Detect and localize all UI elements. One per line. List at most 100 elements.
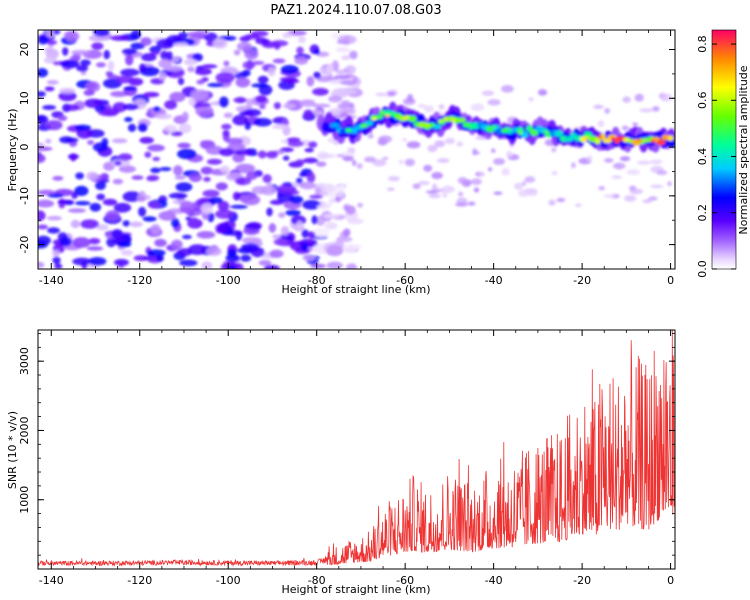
spectrogram-halo-blob [506, 150, 513, 158]
spectrogram-halo-blob [501, 167, 510, 176]
spectrogram-noise-blob [215, 72, 235, 84]
spectrogram-noise-blob [74, 124, 92, 131]
spectrogram-noise-blob [306, 172, 316, 184]
spectrogram-ridge-core [364, 120, 374, 126]
spectrogram-noise-blob [139, 63, 147, 73]
spectrogram-noise-blob [38, 261, 45, 268]
spectrogram-noise-blob [71, 49, 90, 56]
spectrogram-hotspot [424, 123, 430, 127]
spectrogram-noise-blob [124, 116, 133, 123]
spectrogram-noise-blob [192, 53, 203, 62]
spectrogram-noise-blob [185, 216, 192, 221]
spectrogram-noise-blob [146, 174, 160, 182]
spectrogram-halo-blob [339, 112, 349, 118]
spectrogram-noise-blob [53, 61, 60, 66]
spectrogram-x-axis: -140 -120 -100 -80 -60 -40 -20 0 [39, 30, 674, 287]
spectrogram-noise-blob [316, 75, 333, 83]
spectrogram-noise-blob [215, 209, 234, 219]
spectrogram-noise-blob [346, 263, 358, 269]
y-tick-label: 3000 [18, 347, 31, 375]
spectrogram-noise-blob [60, 59, 80, 69]
spectrogram-ridge-layer [316, 101, 675, 153]
spectrogram-noise-blob [313, 71, 322, 79]
spectrogram-noise-blob [278, 212, 286, 218]
spectrogram-noise-blob [232, 191, 241, 201]
spectrogram-noise-blob [120, 68, 140, 77]
spectrogram-noise-blob [313, 227, 330, 238]
spectrogram-x-axis-label: Height of straight line (km) [281, 283, 430, 296]
spectrogram-noise-blob [181, 111, 189, 122]
spectrogram-hotspot [584, 136, 590, 140]
spectrogram-noise-blob [72, 257, 92, 266]
spectrogram-noise-blob [205, 247, 222, 256]
x-tick-label: -20 [573, 574, 591, 587]
spectrogram-noise-blob [160, 50, 169, 61]
spectrogram-noise-blob [175, 182, 193, 192]
spectrogram-noise-blob [59, 236, 72, 247]
spectrogram-halo-blob [479, 171, 484, 177]
colorbar: 0.0 0.2 0.4 0.6 0.8 Normalized spectral ampl… [696, 29, 750, 278]
spectrogram-noise-blob [251, 185, 268, 195]
spectrogram-noise-blob [125, 54, 134, 66]
spectrogram-noise-blob [57, 115, 68, 121]
spectrogram-noise-blob [140, 53, 157, 62]
spectrogram-noise-blob [115, 75, 135, 84]
spectrogram-noise-blob [311, 215, 318, 225]
spectrogram-noise-blob [88, 237, 101, 245]
spectrogram-noise-blob [316, 203, 331, 210]
spectrogram-halo-blob [586, 155, 593, 162]
spectrogram-halo-blob [417, 104, 427, 108]
spectrogram-halo-blob [597, 119, 605, 128]
spectrogram-noise-blob [276, 184, 297, 194]
spectrogram-noise-blob [136, 196, 146, 202]
spectrogram-hotspot [650, 139, 656, 143]
spectrogram-noise-blob [143, 91, 160, 98]
spectrogram-halo-blob [336, 190, 345, 198]
spectrogram-noise-blob [326, 63, 335, 74]
spectrogram-halo-blob [660, 93, 673, 102]
spectrogram-ridge-core [667, 135, 674, 141]
snr-series-line [38, 330, 675, 567]
spectrogram-noise-blob [246, 98, 253, 109]
spectrogram-halo-blob [387, 175, 400, 182]
snr-x-axis: -140 -120 -100 -80 -60 -40 -20 0 [39, 330, 674, 587]
spectrogram-noise-blob [235, 77, 251, 88]
spectrogram-y-axis: -20 -10 0 10 20 [18, 43, 675, 270]
spectrogram-noise-blob [234, 177, 252, 186]
spectrogram-noise-blob [234, 71, 248, 80]
spectrogram-noise-blob [38, 235, 51, 246]
figure-title: PAZ1.2024.110.07.08.G03 [270, 3, 441, 18]
spectrogram-halo-blob [428, 193, 441, 199]
x-tick-label: -120 [127, 574, 152, 587]
colorbar-frame [711, 29, 737, 270]
spectrogram-noise-blob [85, 82, 97, 90]
spectrogram-noise-blob [312, 103, 331, 108]
spectrogram-halo-blob [457, 177, 468, 185]
spectrogram-noise-blob [282, 32, 293, 39]
spectrogram-noise-blob [74, 185, 89, 196]
spectrogram-noise-blob [169, 91, 186, 103]
spectrogram-halo-blob [528, 97, 534, 102]
spectrogram-hotspot [491, 125, 497, 129]
spectrogram-noise-blob [232, 152, 245, 163]
spectrogram-halo-blob [356, 163, 363, 169]
spectrogram-noise-blob [323, 213, 341, 219]
spectrogram-noise-blob [92, 142, 108, 152]
spectrogram-noise-blob [118, 153, 133, 161]
spectrogram-noise-layer [38, 30, 673, 269]
spectrogram-noise-blob [80, 59, 91, 67]
spectrogram-noise-blob [208, 197, 223, 204]
spectrogram-noise-blob [306, 75, 315, 87]
spectrogram-noise-blob [258, 259, 272, 266]
spectrogram-noise-blob [43, 47, 54, 53]
spectrogram-noise-blob [226, 265, 237, 269]
spectrogram-halo-blob [575, 203, 582, 208]
spectrogram-noise-blob [223, 35, 237, 41]
spectrogram-noise-blob [158, 59, 172, 69]
spectrogram-halo-blob [634, 93, 644, 102]
colorbar-tick-label: 0.4 [696, 148, 709, 166]
spectrogram-noise-blob [236, 41, 253, 51]
spectrogram-halo-blob [431, 172, 443, 180]
spectrogram-noise-blob [177, 77, 185, 86]
